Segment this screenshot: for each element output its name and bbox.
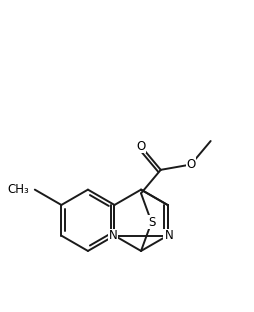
Text: N: N (109, 229, 117, 242)
Text: CH₃: CH₃ (7, 183, 29, 196)
Text: S: S (164, 229, 171, 242)
Text: O: O (186, 158, 196, 171)
Text: O: O (136, 140, 146, 153)
Text: S: S (148, 216, 155, 229)
Text: N: N (165, 229, 174, 242)
